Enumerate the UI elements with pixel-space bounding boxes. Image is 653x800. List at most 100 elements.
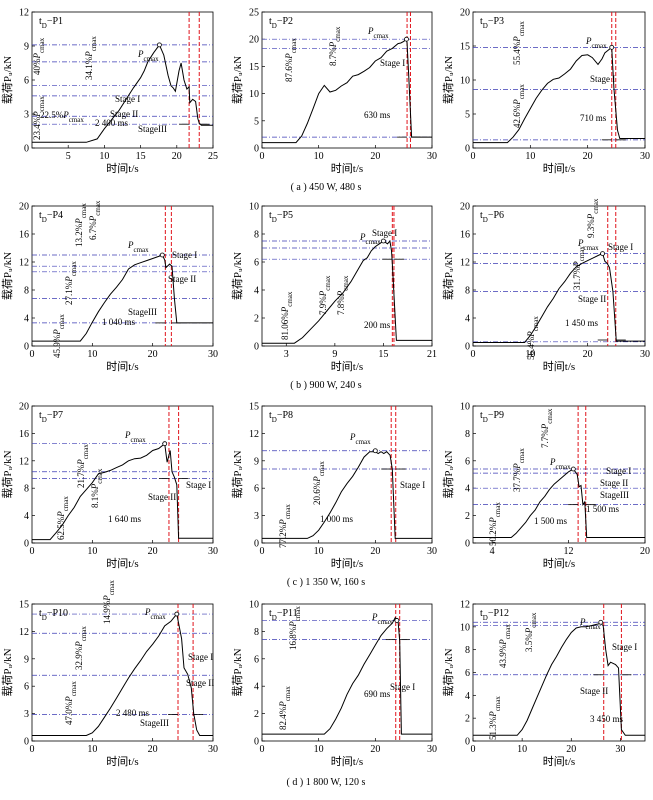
stage-label: Stage I [115,94,140,104]
x-tick-label: 0 [471,151,476,162]
stage-label: Stage I [372,228,397,238]
y-tick-label: 0 [254,539,259,550]
duration-label: 690 ms [364,689,391,699]
stage-label: Stage I [606,466,631,476]
panel-id: tD−P3 [480,16,504,30]
y-tick-label: 16 [19,429,29,440]
x-tick-label: 10 [87,349,97,360]
panel-id: tD−P9 [480,410,504,424]
panel-9: 4 12 20 0 2 4 6 8 10 时间t/s 载荷Pᵤ/kN tD−P9 Pcmax 7.7%Pc… [442,402,650,571]
peak-label: Pcmax [127,240,149,254]
percent-annotation: 3.5%Pcmax [524,612,538,652]
x-tick-label: 30 [427,151,437,162]
x-tick-label: 0 [260,744,265,755]
y-tick-label: 2 [465,714,470,725]
percent-annotation: 77.2%Pcmax [278,504,292,548]
peak-label: Pcmax [349,432,371,446]
y-tick-label: 6 [465,456,470,467]
y-axis-label: 载荷Pᵤ/kN [231,450,244,498]
y-tick-label: 0 [24,144,29,155]
plot-frame [261,205,433,347]
y-axis-label: 载荷Pᵤ/kN [1,252,14,300]
x-axis-label: 时间t/s [331,557,363,570]
x-tick-label: 20 [370,546,380,557]
stage-label: Stage II [580,686,608,696]
y-tick-label: 10 [460,622,470,633]
y-axis-label: 载荷Pᵤ/kN [231,252,244,300]
plot-frame [31,603,214,742]
panel-id: tD−P6 [480,210,504,224]
y-tick-label: 4 [254,286,259,297]
peak-label: Pcmax [579,617,601,631]
x-tick-label: 4 [490,546,495,557]
percent-annotation: 14.9%Pcmax [102,580,116,624]
stage-label: Stage II [148,492,176,502]
x-tick-label: 20 [583,349,593,360]
duration-label: 1 450 ms [565,318,599,328]
y-tick-label: 16 [460,230,470,241]
x-axis-label: 时间t/s [543,755,575,768]
x-tick-label: 30 [427,546,437,557]
duration-label: 1 000 ms [320,514,354,524]
x-tick-label: 25 [208,151,218,162]
y-tick-label: 9 [254,456,259,467]
peak-marker [174,611,180,617]
y-tick-label: 0 [465,342,470,353]
x-tick-label: 20 [370,744,380,755]
y-tick-label: 6 [24,76,29,87]
peak-marker [570,466,576,472]
y-axis-label: 载荷Pᵤ/kN [442,252,455,300]
load-curve [262,451,432,539]
stage-label: Stage II [110,109,138,119]
x-tick-label: 10 [314,744,324,755]
peak-marker [159,252,165,258]
x-tick-label: 20 [370,151,380,162]
panel-id: tD−P11 [269,608,298,622]
percent-annotation: 81.06%Pcmax [280,291,294,340]
stage-label: Stage I [380,58,405,68]
percent-annotation: 50.2%Pcmax [488,502,502,546]
panel-id: tD−P1 [39,16,63,30]
peak-marker [404,36,409,42]
percent-annotation: 16.8%Pcmax [288,606,302,650]
percent-annotation: 7.8%Pcmax [336,275,350,315]
load-curve [32,442,213,541]
x-tick-label: 30 [208,349,218,360]
plot-frame [31,205,214,347]
x-tick-label: 9 [332,349,337,360]
y-tick-label: 0 [254,737,259,748]
y-axis-label: 载荷Pᵤ/kN [231,56,244,104]
percent-annotation: 9.3%Pcmax [586,198,600,238]
peak-label: Pcmax [359,232,381,246]
y-tick-label: 15 [19,600,29,611]
y-tick-label: 15 [249,62,259,73]
peak-marker [394,618,400,623]
y-tick-label: 0 [465,539,470,550]
y-tick-label: 5 [254,116,259,127]
x-tick-label: 20 [583,151,593,162]
peak-label: Pcmax [577,238,599,252]
x-tick-label: 20 [148,349,158,360]
y-axis-label: 载荷Pᵤ/kN [442,56,455,104]
y-tick-label: 8 [465,429,470,440]
percent-annotation: 47.0%Pcmax [64,681,78,725]
y-tick-label: 20 [19,402,29,413]
y-tick-label: 12 [249,429,259,440]
plot-frame [261,11,433,149]
row-caption: ( b ) 900 W, 240 s [290,380,362,391]
y-tick-label: 8 [465,286,470,297]
percent-annotation: 6.7%Pcmax [88,200,102,240]
percent-annotation: 62.5%Pcmax [56,496,70,540]
x-axis-label: 时间t/s [543,162,575,175]
y-tick-label: 15 [249,402,259,413]
y-tick-label: 25 [249,8,259,19]
peak-label: Pcmax [371,612,393,626]
y-axis-label: 载荷Pᵤ/kN [1,450,14,498]
stage-label: Stage I [608,242,633,252]
y-tick-label: 0 [24,539,29,550]
y-axis-label: 载荷Pᵤ/kN [442,450,455,498]
x-axis-label: 时间t/s [331,360,363,373]
y-tick-label: 2 [254,709,259,720]
y-tick-label: 16 [19,230,29,241]
y-tick-label: 8 [254,627,259,638]
